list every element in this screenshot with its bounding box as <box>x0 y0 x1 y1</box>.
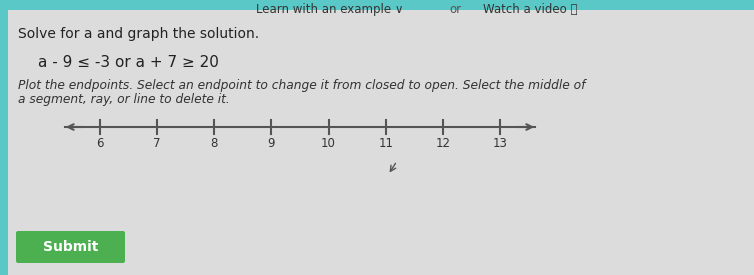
Text: or: or <box>449 3 461 16</box>
Bar <box>0 0 754 10</box>
Text: Submit: Submit <box>43 240 98 254</box>
Text: a segment, ray, or line to delete it.: a segment, ray, or line to delete it. <box>18 93 230 106</box>
FancyBboxPatch shape <box>16 231 125 263</box>
Text: 10: 10 <box>321 137 336 150</box>
Text: 13: 13 <box>492 137 507 150</box>
Text: Watch a video ⓘ: Watch a video ⓘ <box>483 3 578 16</box>
Text: Solve for a and graph the solution.: Solve for a and graph the solution. <box>18 27 259 41</box>
Text: Learn with an example ∨: Learn with an example ∨ <box>256 3 403 16</box>
Text: 9: 9 <box>268 137 275 150</box>
Text: Plot the endpoints. Select an endpoint to change it from closed to open. Select : Plot the endpoints. Select an endpoint t… <box>18 79 586 92</box>
Text: 12: 12 <box>435 137 450 150</box>
Text: 6: 6 <box>97 137 104 150</box>
Text: 7: 7 <box>153 137 161 150</box>
Text: 8: 8 <box>210 137 218 150</box>
Text: 11: 11 <box>379 137 394 150</box>
Text: a - 9 ≤ -3 or a + 7 ≥ 20: a - 9 ≤ -3 or a + 7 ≥ 20 <box>38 55 219 70</box>
Bar <box>0 0 8 275</box>
